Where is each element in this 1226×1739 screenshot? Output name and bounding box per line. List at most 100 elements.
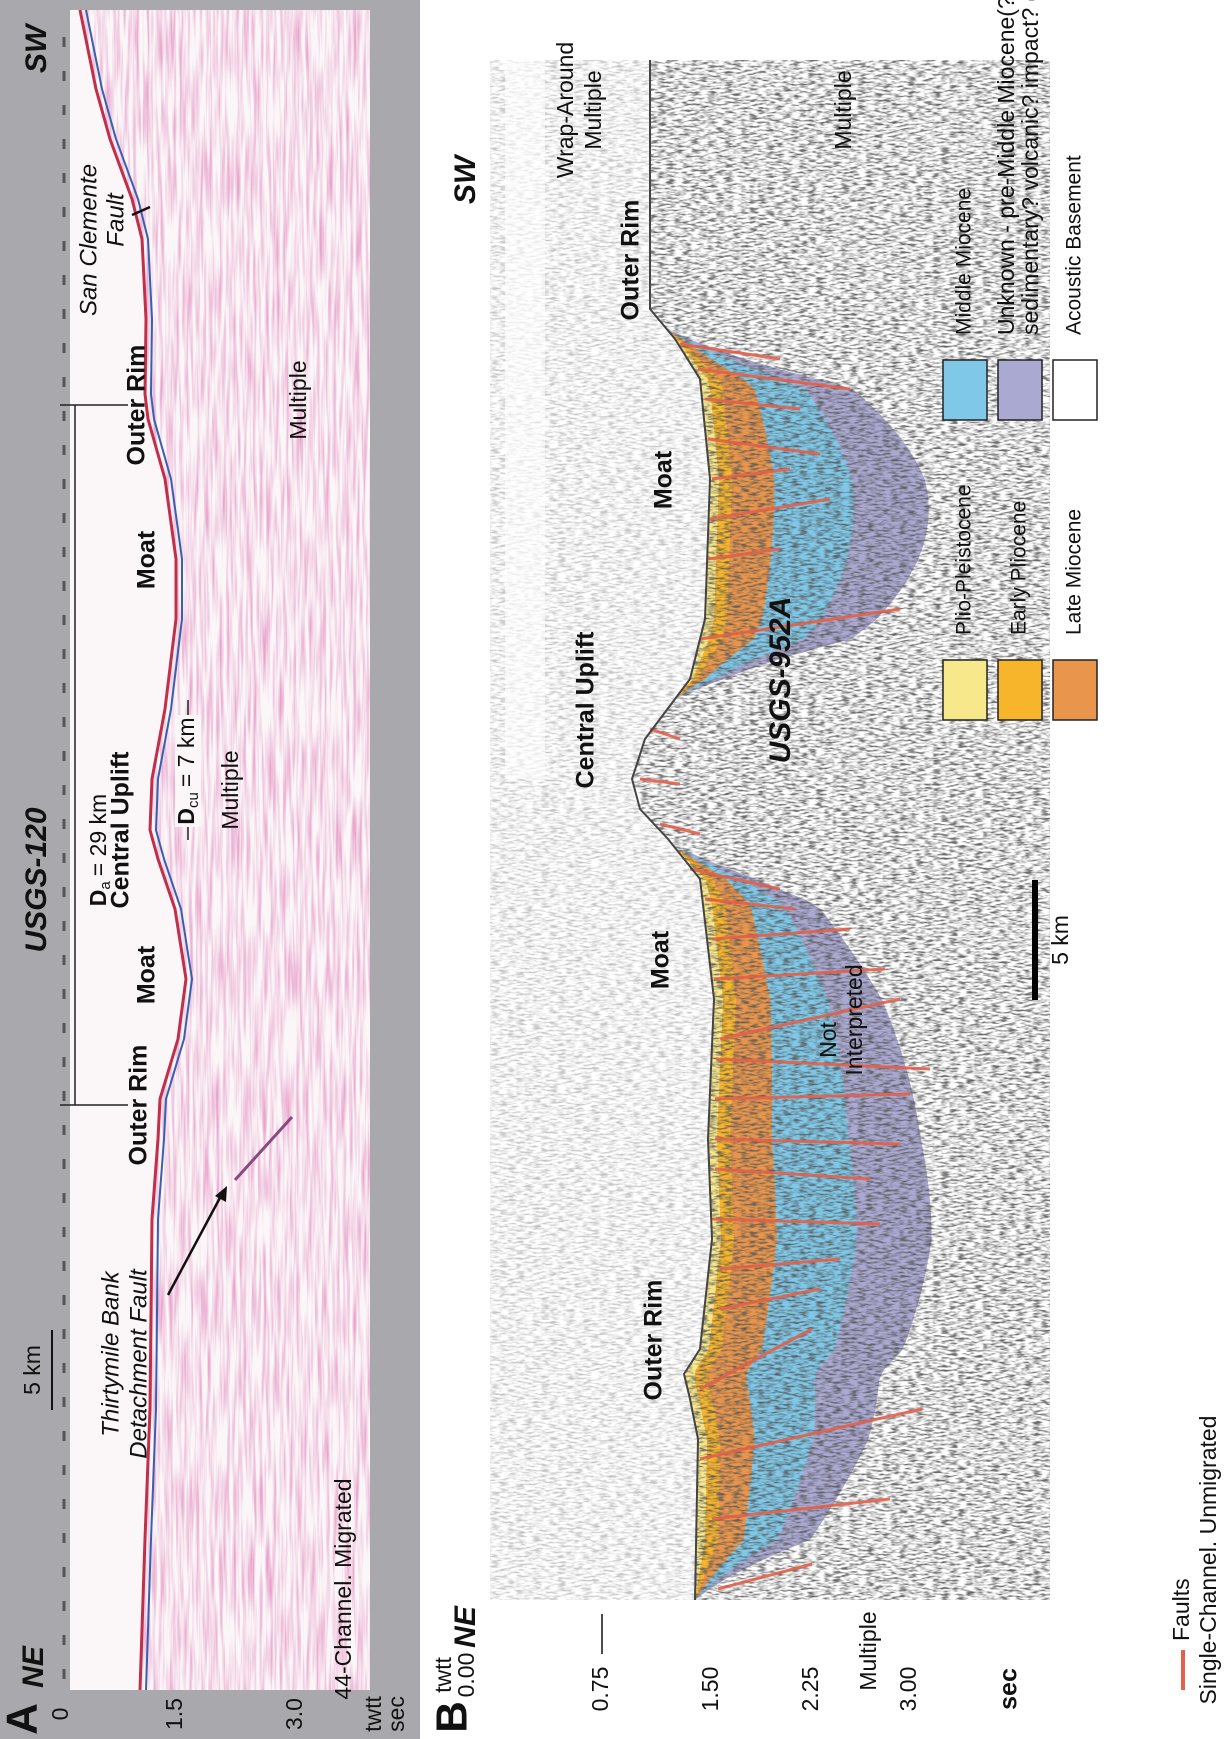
annotation: Not bbox=[815, 1021, 841, 1057]
axis-unit: sec bbox=[383, 1696, 409, 1732]
seafloor-a-blue bbox=[85, 9, 194, 1691]
axis-unit: twtt bbox=[360, 1696, 386, 1732]
panel-b-title: USGS-952A bbox=[764, 597, 797, 764]
panel-b-label: B bbox=[428, 1701, 477, 1733]
seafloor-a bbox=[78, 9, 188, 1691]
annotation: Outer Rim bbox=[640, 1280, 668, 1401]
processing-b: Single-Channel. Unmigrated bbox=[1195, 1416, 1221, 1705]
processing-a: 44-Channel. Migrated bbox=[330, 1478, 356, 1699]
legend-label: Late Miocene bbox=[1063, 509, 1086, 635]
symbol: D bbox=[85, 890, 111, 907]
annotation: Interpreted bbox=[841, 964, 867, 1075]
arrow bbox=[166, 1193, 224, 1296]
legend-label: sedimentary? volcanic? impact? deposits bbox=[1017, 0, 1043, 335]
fault bbox=[719, 1257, 841, 1271]
axis-tick-label: 1.50 bbox=[697, 1667, 723, 1712]
fault bbox=[704, 897, 796, 911]
annotation: Fault bbox=[102, 192, 129, 247]
fault bbox=[697, 367, 851, 391]
sediments bbox=[632, 60, 1050, 1600]
fault bbox=[704, 397, 801, 411]
upper-band bbox=[505, 59, 545, 779]
fault bbox=[719, 1287, 821, 1311]
axis-unit-top: twtt bbox=[430, 1657, 456, 1693]
legend-label: Early Pliocene bbox=[1008, 501, 1031, 635]
fault bbox=[715, 1057, 931, 1071]
annotation: Moat bbox=[650, 450, 678, 509]
fault bbox=[649, 727, 681, 741]
annotation: Thirtymile Bank bbox=[97, 1269, 124, 1436]
fault bbox=[713, 967, 886, 981]
fault bbox=[689, 867, 781, 891]
diameter-a: Da = 29 km bbox=[85, 794, 114, 906]
fault bbox=[707, 547, 781, 561]
annotation: Multiple bbox=[830, 70, 856, 149]
fault bbox=[719, 997, 901, 1041]
axis-tick-label: 0.75 bbox=[587, 1667, 613, 1712]
legend-label: Plio-Pleistocene bbox=[953, 484, 976, 635]
fault bbox=[714, 1137, 901, 1146]
fault bbox=[711, 1217, 881, 1226]
subscript: a bbox=[97, 881, 114, 890]
seafloor-b bbox=[630, 60, 716, 1601]
annotation: Wrap-Around bbox=[552, 42, 578, 178]
annotation: Moat bbox=[647, 930, 675, 989]
legend-swatch bbox=[942, 659, 988, 721]
annotation: Central Uplift bbox=[572, 631, 600, 789]
legend-swatch bbox=[1052, 659, 1098, 721]
annotation: Central Uplift bbox=[107, 751, 135, 909]
arrow bbox=[131, 205, 151, 217]
detachment-fault bbox=[233, 1115, 294, 1182]
label-bg bbox=[175, 715, 201, 827]
axis-tick-label: 1.5 bbox=[161, 1698, 187, 1730]
legend-swatch bbox=[942, 359, 988, 421]
annotation: Moat bbox=[133, 530, 161, 589]
fault bbox=[714, 1092, 911, 1101]
fault bbox=[711, 1497, 891, 1521]
fault bbox=[707, 437, 821, 456]
scale-bar-b-label: 5 km bbox=[1047, 915, 1073, 965]
legend-swatch bbox=[1052, 359, 1098, 421]
axis-tick-label: 0.00 bbox=[453, 1653, 479, 1698]
fault bbox=[717, 1562, 813, 1591]
panel-a-title: USGS-120 bbox=[20, 807, 53, 952]
legend-label: Middle Miocene bbox=[953, 188, 976, 335]
scale-bar-a-label: 5 km bbox=[19, 1345, 45, 1395]
subscript: cu bbox=[185, 792, 202, 808]
legend-swatch bbox=[997, 659, 1043, 721]
annotation: San Clemente bbox=[75, 164, 102, 316]
value-text: = 29 km bbox=[85, 794, 111, 876]
annotation: Outer Rim bbox=[125, 1045, 153, 1166]
legend: Plio-Pleistocene Early Pliocene Late Mioce… bbox=[942, 0, 1098, 721]
legend-label: Unknown - pre-Middle Miocene(?) bbox=[993, 0, 1019, 335]
faults bbox=[639, 342, 931, 1591]
arrow-head bbox=[215, 1186, 227, 1202]
annotation: Multiple bbox=[285, 360, 311, 439]
fault bbox=[714, 1167, 871, 1181]
axis-unit: sec bbox=[995, 1668, 1023, 1710]
fault bbox=[679, 342, 781, 361]
direction-ne: NE bbox=[449, 1605, 482, 1648]
annotation: Detachment Fault bbox=[125, 1268, 152, 1459]
direction-sw: SW bbox=[20, 22, 53, 73]
direction-ne: NE bbox=[17, 1645, 50, 1688]
fault bbox=[711, 467, 791, 481]
axis-tick-label: 3.0 bbox=[281, 1698, 307, 1730]
value-text: = 7 km bbox=[173, 717, 199, 787]
panel-b-section bbox=[490, 59, 1050, 1601]
legend-label: Acoustic Basement bbox=[1063, 155, 1086, 335]
annotation: Multiple bbox=[217, 750, 243, 829]
annotation: Outer Rim bbox=[617, 200, 645, 321]
fault bbox=[659, 822, 701, 836]
fault bbox=[711, 927, 851, 941]
annotation: Multiple bbox=[580, 70, 606, 149]
fault bbox=[699, 1407, 923, 1461]
axis-tick-label: 3.00 bbox=[895, 1667, 921, 1712]
fault bbox=[699, 1327, 813, 1391]
annotation: Multiple bbox=[855, 1611, 881, 1690]
panel-a-label: A bbox=[0, 1703, 47, 1735]
direction-sw: SW bbox=[449, 153, 482, 204]
faults-legend-label: Faults bbox=[1168, 1578, 1194, 1641]
